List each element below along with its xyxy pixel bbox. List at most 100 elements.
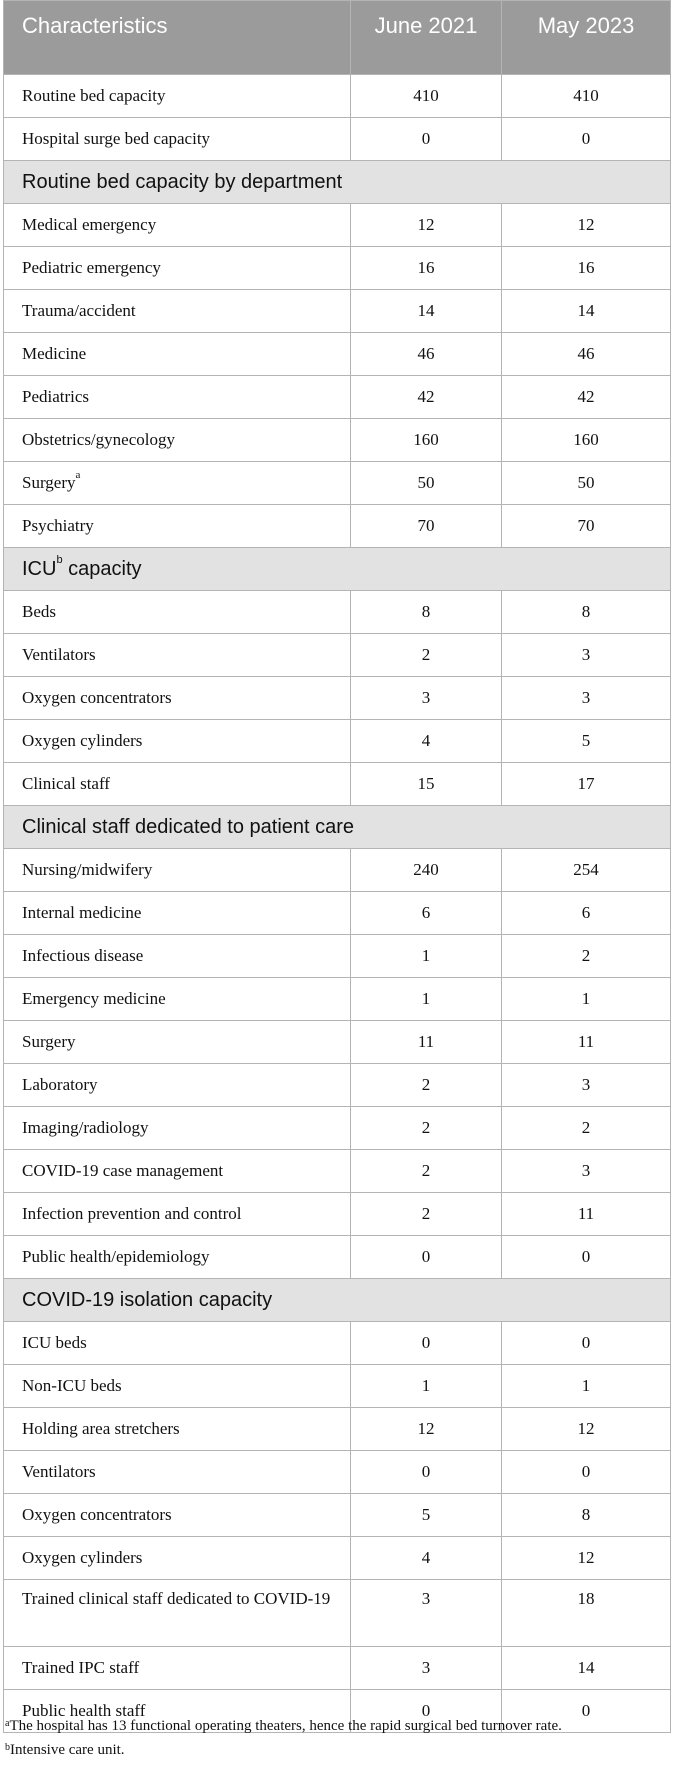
row-label: Holding area stretchers <box>22 1419 180 1438</box>
header-may-2023: May 2023 <box>501 0 671 75</box>
row-label-cell: Infectious disease <box>3 934 351 978</box>
row-label-cell: Trauma/accident <box>3 289 351 333</box>
table-row: Pediatrics 42 42 <box>3 375 671 419</box>
routine-bed-capacity-section-header: Routine bed capacity by department <box>3 160 671 204</box>
table-row: Oxygen concentrators 3 3 <box>3 676 671 720</box>
section-title-text: Clinical staff dedicated to patient care <box>22 815 355 838</box>
value-may-2023: 42 <box>501 375 671 419</box>
clinical-staff-section-title: Clinical staff dedicated to patient care <box>3 805 671 849</box>
value-may-2023: 3 <box>501 1149 671 1193</box>
row-label-cell: Oxygen cylinders <box>3 1536 351 1580</box>
value-may-2023: 46 <box>501 332 671 376</box>
row-label: ICU beds <box>22 1333 87 1352</box>
table-row: Trained clinical staff dedicated to COVI… <box>3 1579 671 1647</box>
row-label: Oxygen concentrators <box>22 1505 172 1524</box>
row-label-cell: Ventilators <box>3 1450 351 1494</box>
row-label: Oxygen cylinders <box>22 1548 143 1567</box>
value-june-2021: 12 <box>350 1407 502 1451</box>
section-title-text: ICU <box>22 557 57 580</box>
row-label: Infection prevention and control <box>22 1204 242 1223</box>
value-june-2021: 5 <box>350 1493 502 1537</box>
footnote-b-text: Intensive care unit. <box>10 1742 125 1758</box>
row-label: Public health staff <box>22 1701 146 1720</box>
table-row: Holding area stretchers 12 12 <box>3 1407 671 1451</box>
value-june-2021: 3 <box>350 1579 502 1647</box>
row-label-cell: Infection prevention and control <box>3 1192 351 1236</box>
row-label-cell: Psychiatry <box>3 504 351 548</box>
section-title-text: COVID-19 isolation capacity <box>22 1288 273 1311</box>
value-may-2023: 0 <box>501 1689 671 1733</box>
value-may-2023: 14 <box>501 1646 671 1690</box>
value-june-2021: 0 <box>350 1235 502 1279</box>
table-row: Oxygen cylinders 4 5 <box>3 719 671 763</box>
covid-isolation-capacity-section-title: COVID-19 isolation capacity <box>3 1278 671 1322</box>
row-label: Imaging/radiology <box>22 1118 149 1137</box>
row-label: Clinical staff <box>22 774 110 793</box>
row-label: Medicine <box>22 344 87 363</box>
row-label: Ventilators <box>22 645 96 664</box>
header-characteristics: Characteristics <box>3 0 351 75</box>
row-label-cell: Oxygen concentrators <box>3 676 351 720</box>
footnote-b-mark: b <box>5 1742 10 1753</box>
value-may-2023: 17 <box>501 762 671 806</box>
row-label-cell: Surgerya <box>3 461 351 505</box>
value-june-2021: 2 <box>350 633 502 677</box>
table-row: COVID-19 case management 2 3 <box>3 1149 671 1193</box>
row-label: Psychiatry <box>22 516 94 535</box>
row-label: Oxygen concentrators <box>22 688 172 707</box>
table-row: Infectious disease 1 2 <box>3 934 671 978</box>
value-may-2023: 18 <box>501 1579 671 1647</box>
table-row: Infection prevention and control 2 11 <box>3 1192 671 1236</box>
table-header-row: Characteristics June 2021 May 2023 <box>3 0 671 75</box>
table-row: Pediatric emergency 16 16 <box>3 246 671 290</box>
footnote-a-text: The hospital has 13 functional operating… <box>9 1718 562 1734</box>
row-label: Infectious disease <box>22 946 144 965</box>
routine-bed-capacity-section-title: Routine bed capacity by department <box>3 160 671 204</box>
value-june-2021: 42 <box>350 375 502 419</box>
row-label-cell: COVID-19 case management <box>3 1149 351 1193</box>
value-june-2021: 0 <box>350 1321 502 1365</box>
table-row: Internal medicine 6 6 <box>3 891 671 935</box>
value-may-2023: 8 <box>501 1493 671 1537</box>
value-may-2023: 0 <box>501 117 671 161</box>
table-row: Surgery 11 11 <box>3 1020 671 1064</box>
footnote-b: bIntensive care unit. <box>5 1738 562 1762</box>
row-label-cell: Imaging/radiology <box>3 1106 351 1150</box>
table-row: Obstetrics/gynecology 160 160 <box>3 418 671 462</box>
table-row: Imaging/radiology 2 2 <box>3 1106 671 1150</box>
row-label: Hospital surge bed capacity <box>22 129 211 148</box>
capacity-table: Characteristics June 2021 May 2023 Routi… <box>3 0 671 1733</box>
value-may-2023: 2 <box>501 934 671 978</box>
table-row: Medicine 46 46 <box>3 332 671 376</box>
row-label: Emergency medicine <box>22 989 166 1008</box>
table-row: Public health/epidemiology 0 0 <box>3 1235 671 1279</box>
table-row: Public health staff 0 0 <box>3 1689 671 1733</box>
row-label: Trauma/accident <box>22 301 136 320</box>
row-label-footnote-mark: a <box>75 469 81 481</box>
value-may-2023: 5 <box>501 719 671 763</box>
value-may-2023: 0 <box>501 1450 671 1494</box>
value-may-2023: 6 <box>501 891 671 935</box>
row-label: Pediatric emergency <box>22 258 161 277</box>
table-row: Ventilators 2 3 <box>3 633 671 677</box>
table-row: Nursing/midwifery 240 254 <box>3 848 671 892</box>
row-label: Oxygen cylinders <box>22 731 143 750</box>
section-title-text: Routine bed capacity by department <box>22 170 343 193</box>
value-may-2023: 11 <box>501 1192 671 1236</box>
table-row: Routine bed capacity 410 410 <box>3 74 671 118</box>
table-row: Hospital surge bed capacity 0 0 <box>3 117 671 161</box>
value-june-2021: 1 <box>350 1364 502 1408</box>
footnote-a: aThe hospital has 13 functional operatin… <box>5 1714 562 1738</box>
value-june-2021: 16 <box>350 246 502 290</box>
row-label-cell: Clinical staff <box>3 762 351 806</box>
value-may-2023: 11 <box>501 1020 671 1064</box>
row-label-cell: Oxygen concentrators <box>3 1493 351 1537</box>
value-may-2023: 3 <box>501 633 671 677</box>
row-label-cell: Medicine <box>3 332 351 376</box>
value-may-2023: 1 <box>501 977 671 1021</box>
row-label: Pediatrics <box>22 387 90 406</box>
value-june-2021: 160 <box>350 418 502 462</box>
value-june-2021: 4 <box>350 1536 502 1580</box>
row-label-cell: Obstetrics/gynecology <box>3 418 351 462</box>
row-label-cell: Laboratory <box>3 1063 351 1107</box>
